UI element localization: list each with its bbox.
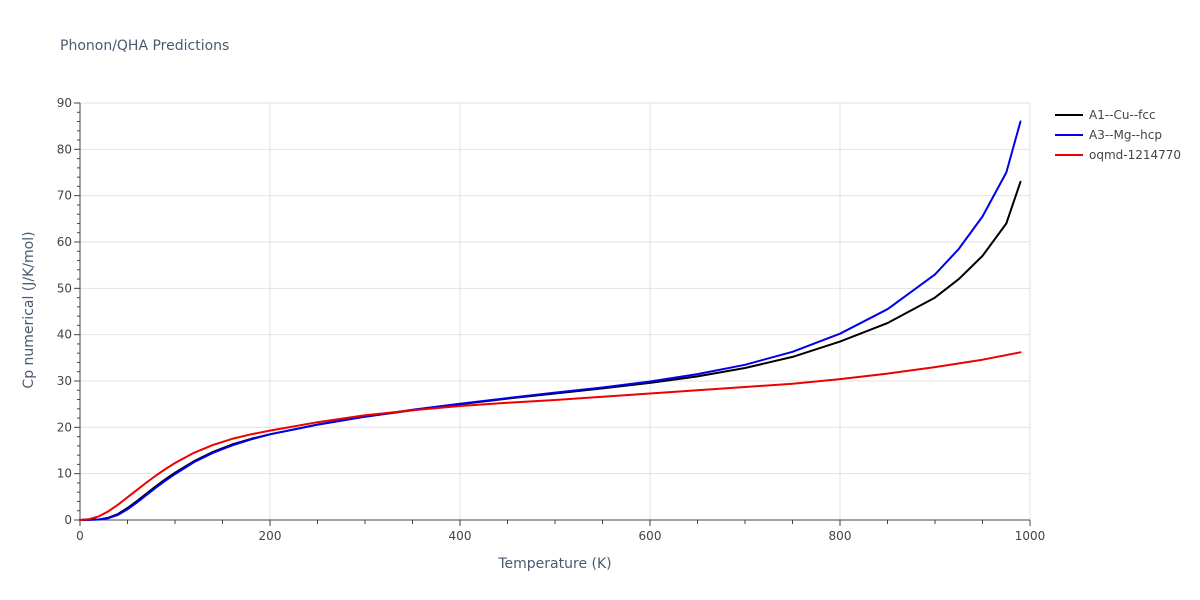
- x-tick-label: 200: [259, 529, 282, 543]
- y-tick-label: 60: [57, 235, 72, 249]
- y-tick-label: 50: [57, 281, 72, 295]
- legend[interactable]: A1--Cu--fcc A3--Mg--hcp oqmd-1214770: [1055, 108, 1181, 162]
- x-tick-label: 0: [76, 529, 84, 543]
- y-tick-label: 10: [57, 467, 72, 481]
- grid-lines: [80, 102, 1031, 520]
- series-line-oqmd-1214770[interactable]: [79, 351, 1022, 521]
- legend-item[interactable]: A1--Cu--fcc: [1055, 108, 1156, 122]
- plot-area[interactable]: [79, 120, 1022, 521]
- y-axis-title: Cp numerical (J/K/mol): [21, 231, 37, 388]
- x-axis-title: Temperature (K): [497, 556, 611, 572]
- y-tick-label: 20: [57, 420, 72, 434]
- y-tick-label: 30: [57, 374, 72, 388]
- axes: 0 200 400 600 800 1000 0 10 20 30 40 50 60 70 80 90: [57, 96, 1046, 543]
- legend-item[interactable]: oqmd-1214770: [1055, 148, 1181, 162]
- legend-label: A1--Cu--fcc: [1089, 108, 1156, 122]
- legend-item[interactable]: A3--Mg--hcp: [1055, 128, 1162, 142]
- x-tick-label: 400: [449, 529, 472, 543]
- y-tick-label: 40: [57, 328, 72, 342]
- y-tick-label: 0: [64, 513, 72, 527]
- y-tick-label: 90: [57, 96, 72, 110]
- x-tick-label: 600: [639, 529, 662, 543]
- y-tick-label: 70: [57, 189, 72, 203]
- legend-label: oqmd-1214770: [1089, 148, 1181, 162]
- legend-label: A3--Mg--hcp: [1089, 128, 1162, 142]
- series-line-a3-mg-hcp[interactable]: [79, 120, 1022, 521]
- y-tick-label: 80: [57, 142, 72, 156]
- x-tick-label: 1000: [1015, 529, 1046, 543]
- series-line-a1-cu-fcc[interactable]: [79, 180, 1022, 521]
- chart-title: Phonon/QHA Predictions: [60, 38, 229, 54]
- x-tick-label: 800: [829, 529, 852, 543]
